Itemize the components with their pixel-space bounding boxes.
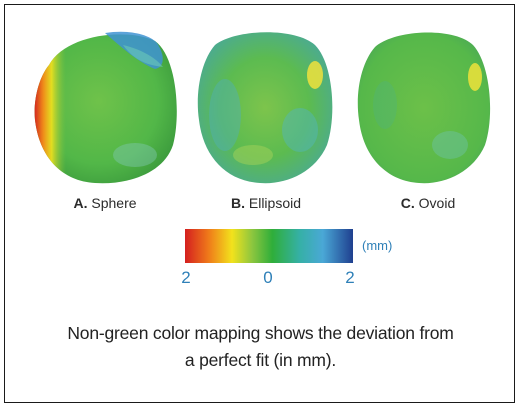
ovoid-letter: C. (400, 195, 415, 211)
ovoid-name: Ovoid (418, 195, 456, 211)
ovoid-label: C. Ovoid (401, 195, 455, 211)
caption-line-1: Non-green color mapping shows the deviat… (67, 323, 454, 343)
sphere-rendering (34, 31, 177, 184)
colorbar-gradient (185, 229, 353, 263)
colorbar-tick-center: 0 (263, 268, 273, 287)
colorbar (185, 229, 353, 263)
ovoid-rendering (357, 32, 491, 184)
colorbar-tick-left: 2 (181, 268, 191, 287)
ellipsoid-letter: B. (230, 195, 245, 211)
colorbar-unit: (mm) (362, 238, 393, 253)
caption-line-2: a perfect fit (in mm). (184, 350, 337, 370)
shape-renderings (34, 31, 491, 184)
figure-frame: A. Sphere B. Ellipsoid C. Ovoid (mm) 2 0… (4, 4, 515, 403)
ellipsoid-name: Ellipsoid (248, 195, 302, 211)
ellipsoid-rendering (197, 32, 333, 184)
sphere-name: Sphere (91, 195, 137, 211)
sphere-label: A. Sphere (73, 195, 136, 211)
colorbar-tick-right: 2 (345, 268, 355, 287)
sphere-letter: A. (73, 195, 88, 211)
ellipsoid-label: B. Ellipsoid (231, 195, 301, 211)
